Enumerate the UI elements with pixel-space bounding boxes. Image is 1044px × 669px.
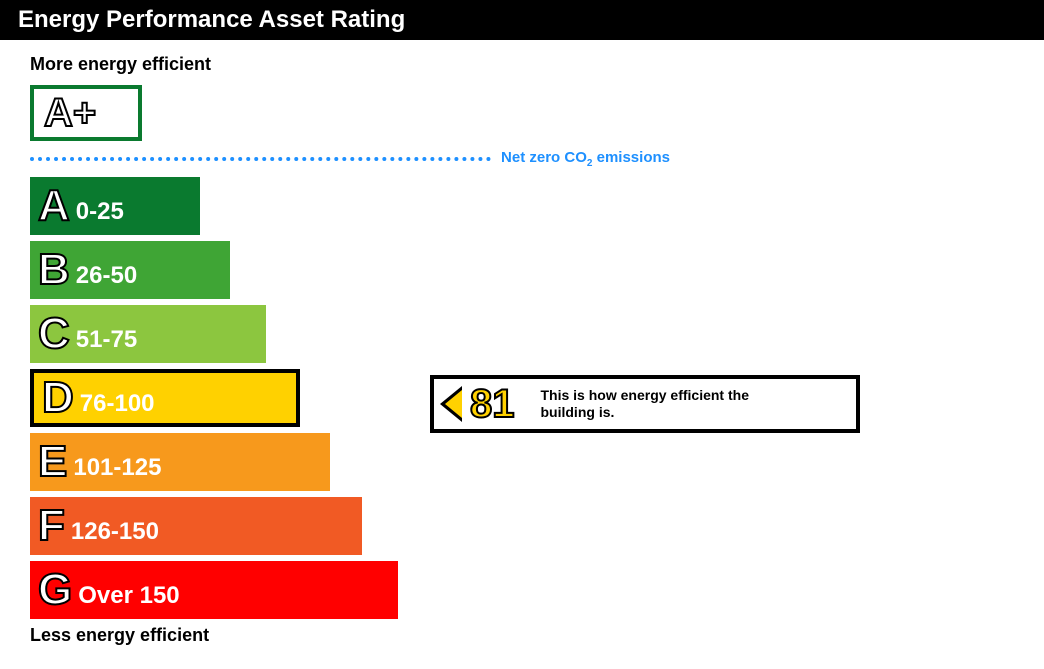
- rating-range: 126-150: [71, 518, 159, 546]
- rating-bar-g: GOver 150: [30, 561, 398, 619]
- chart-body: More energy efficient A+ Net zero CO2 em…: [0, 54, 1044, 660]
- rating-bar-e: E101-125: [30, 433, 330, 491]
- rating-letter: E: [38, 440, 67, 484]
- rating-bar-aplus: A+: [30, 85, 142, 141]
- rating-pointer: 81 This is how energy efficient the buil…: [430, 375, 860, 433]
- rating-letter: F: [38, 504, 65, 548]
- rating-range: 76-100: [80, 390, 155, 418]
- rating-range: Over 150: [78, 582, 179, 610]
- rating-letter: B: [38, 248, 70, 292]
- rating-letter: D: [42, 376, 74, 420]
- rating-bar-d: D76-100: [30, 369, 300, 427]
- pointer-score: 81: [470, 384, 515, 424]
- rating-bars-container: A0-25B26-50C51-75D76-100E101-125F126-150…: [30, 177, 1014, 619]
- rating-range: 101-125: [73, 454, 161, 482]
- netzero-dotted-line: [30, 157, 491, 161]
- rating-letter: G: [38, 568, 72, 612]
- label-less-efficient: Less energy efficient: [30, 625, 1014, 646]
- rating-bar-f: F126-150: [30, 497, 362, 555]
- rating-range: 0-25: [76, 198, 124, 226]
- pointer-arrow-fill-icon: [445, 390, 462, 418]
- label-more-efficient: More energy efficient: [30, 54, 1014, 75]
- chart-title: Energy Performance Asset Rating: [0, 0, 1044, 40]
- rating-letter-aplus: A+: [44, 93, 96, 133]
- pointer-caption: This is how energy efficient the buildin…: [541, 387, 771, 422]
- netzero-divider: Net zero CO2 emissions: [30, 149, 670, 169]
- rating-range: 26-50: [76, 262, 137, 290]
- rating-bar-c: C51-75: [30, 305, 266, 363]
- rating-bar-a: A0-25: [30, 177, 200, 235]
- rating-bar-b: B26-50: [30, 241, 230, 299]
- rating-range: 51-75: [76, 326, 137, 354]
- rating-letter: A: [38, 184, 70, 228]
- rating-letter: C: [38, 312, 70, 356]
- netzero-label: Net zero CO2 emissions: [501, 149, 670, 169]
